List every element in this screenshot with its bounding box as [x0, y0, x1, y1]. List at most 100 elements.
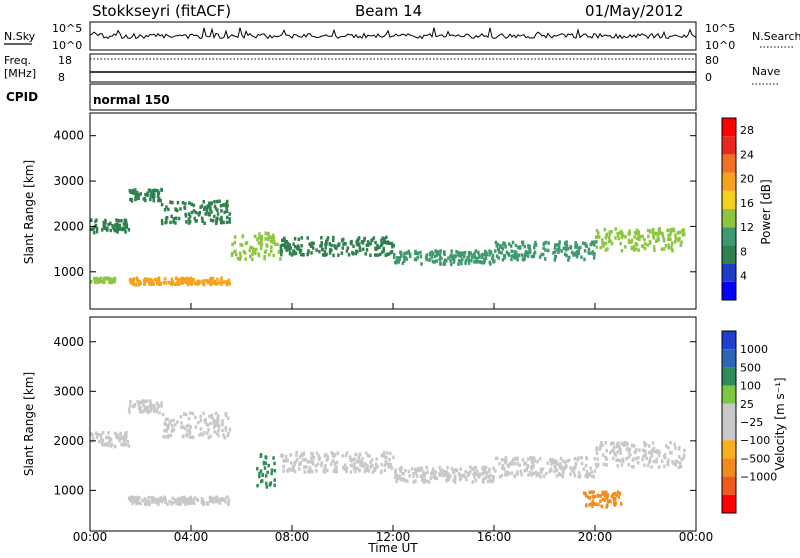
power-cell-2: [192, 203, 196, 208]
velocity-cell-5: [400, 467, 403, 472]
velocity-cell-0: [101, 442, 104, 446]
velocity-cell-6: [555, 462, 559, 467]
velocity-cell-6: [528, 470, 532, 475]
power-colorbar-tick: 24: [740, 148, 754, 161]
velocity-cell-5: [418, 468, 422, 473]
power-cell-4: [297, 237, 301, 241]
power-cell-4: [355, 240, 358, 244]
velocity-cell-7: [678, 445, 681, 450]
velocity-cell-3: [264, 474, 268, 478]
power-cell-4: [328, 242, 331, 246]
power-cell-9: [170, 277, 174, 281]
velocity-cell-0: [118, 436, 122, 441]
velocity-cell-7: [599, 446, 602, 450]
power-cell-4: [292, 250, 295, 254]
power-cell-1: [156, 189, 160, 193]
velocity-cell-2: [215, 431, 219, 435]
velocity-cell-6: [591, 475, 594, 479]
velocity-cell-2: [172, 427, 176, 432]
velocity-cell-6: [530, 473, 533, 477]
power-cell-3: [258, 232, 261, 236]
power-cell-2: [170, 214, 173, 219]
power-cell-7: [641, 234, 644, 239]
power-cell-7: [670, 245, 673, 250]
velocity-cell-5: [429, 476, 432, 480]
power-cell-0: [121, 226, 125, 230]
power-cell-4: [352, 244, 355, 248]
velocity-cell-8: [212, 500, 215, 504]
power-cell-9: [221, 280, 224, 284]
power-cell-4: [390, 241, 394, 246]
power-cell-9: [215, 282, 218, 286]
power-cell-0: [123, 227, 126, 232]
power-cell-6: [573, 251, 577, 256]
velocity-cell-5: [402, 478, 405, 482]
velocity-cell-2: [211, 415, 214, 420]
power-cell-5: [420, 262, 423, 266]
power-cell-9: [150, 279, 153, 283]
velocity-cell-4: [384, 460, 388, 464]
velocity-cell-5: [445, 470, 448, 474]
velocity-cell-2: [187, 417, 191, 421]
power-cell-0: [118, 224, 121, 228]
velocity-cell-2: [185, 424, 188, 429]
power-cell-1: [142, 197, 145, 201]
velocity-cell-3: [258, 474, 261, 479]
velocity-cell-4: [306, 460, 310, 464]
velocity-cell-7: [652, 446, 656, 451]
velocity-cell-0: [118, 439, 121, 443]
velocity-cell-6: [531, 460, 535, 465]
velocity-cell-5: [481, 479, 485, 484]
velocity-cell-7: [629, 453, 632, 457]
velocity-cell-6: [535, 470, 538, 475]
velocity-cell-3: [258, 471, 261, 476]
velocity-cell-6: [584, 463, 588, 468]
velocity-cell-9: [596, 494, 599, 498]
power-cell-0: [104, 218, 107, 223]
power-cell-7: [657, 237, 660, 241]
power-cell-4: [378, 245, 381, 250]
velocity-cell-7: [650, 451, 653, 455]
power-cell-3: [259, 246, 263, 251]
velocity-cell-5: [445, 479, 448, 483]
power-cell-4: [321, 247, 324, 252]
power-cell-5: [419, 250, 422, 255]
velocity-cell-8: [183, 495, 186, 500]
velocity-cell-4: [366, 468, 370, 473]
velocity-cell-5: [454, 475, 457, 479]
nave-tick-bottom: 0: [705, 71, 712, 84]
velocity-cell-9: [612, 499, 616, 504]
power-cell-9: [163, 277, 167, 281]
velocity-cell-7: [646, 463, 650, 468]
power-cell-3: [254, 251, 257, 255]
velocity-cell-6: [577, 471, 581, 475]
power-cell-2: [181, 201, 185, 205]
power-cell-4: [280, 252, 283, 257]
velocity-cell-8: [162, 497, 165, 502]
power-cell-2: [200, 204, 204, 208]
velocity-cell-4: [380, 453, 383, 458]
velocity-cell-0: [113, 431, 117, 436]
velocity-cell-1: [139, 400, 143, 405]
power-cell-3: [269, 239, 273, 244]
velocity-cell-3: [273, 483, 276, 488]
velocity-cell-4: [329, 462, 333, 466]
velocity-cell-2: [183, 412, 186, 416]
velocity-cell-2: [204, 420, 207, 425]
power-cell-5: [416, 251, 420, 256]
velocity-cell-4: [307, 469, 310, 474]
power-cell-9: [143, 277, 147, 281]
velocity-cell-6: [525, 468, 528, 472]
velocity-cell-7: [626, 442, 629, 447]
velocity-cell-7: [666, 461, 669, 465]
velocity-cell-7: [644, 449, 647, 453]
velocity-cell-5: [434, 470, 438, 474]
velocity-cell-9: [614, 496, 617, 501]
velocity-cell-7: [651, 441, 655, 445]
power-cell-2: [198, 211, 202, 215]
power-cell-6: [500, 251, 503, 255]
velocity-cell-4: [353, 462, 356, 466]
power-cell-1: [154, 188, 158, 193]
velocity-cell-9: [603, 498, 606, 502]
power-cell-9: [197, 279, 200, 284]
